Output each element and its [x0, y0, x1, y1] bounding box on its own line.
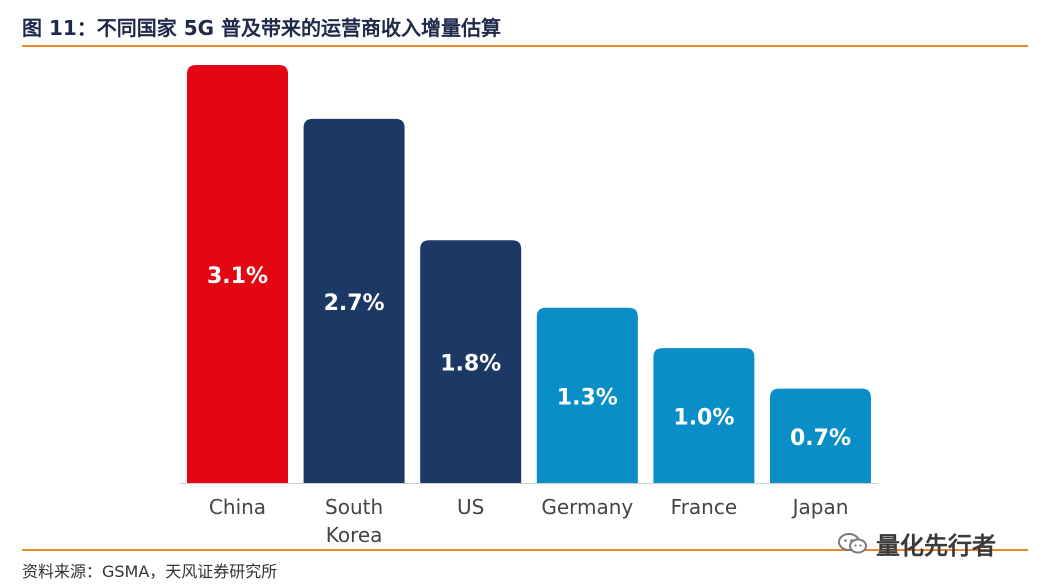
category-label: China [209, 495, 266, 519]
value-label: 3.1% [207, 264, 268, 289]
bar-us [420, 240, 522, 483]
category-label: Japan [791, 495, 849, 519]
category-label: South [325, 495, 383, 519]
category-label: US [457, 495, 484, 519]
category-label: France [671, 495, 738, 519]
value-label: 1.0% [673, 406, 734, 431]
watermark-text: 量化先行者 [876, 532, 996, 560]
bar-japan [770, 388, 871, 483]
bar-china [187, 65, 288, 483]
chart-title: 图 11：不同国家 5G 普及带来的运营商收入增量估算 [22, 16, 502, 40]
bottom-divider [22, 549, 1028, 551]
bar-germany [536, 307, 638, 483]
value-label: 1.3% [557, 385, 618, 410]
category-label: Korea [326, 523, 383, 547]
top-divider [22, 45, 1028, 47]
bar-france [653, 348, 755, 483]
value-label: 2.7% [324, 291, 385, 316]
bar-south-korea [303, 118, 405, 483]
watermark: 量化先行者 [838, 526, 996, 561]
source-note: 资料来源：GSMA，天风证券研究所 [22, 562, 278, 581]
category-label: Germany [541, 495, 633, 519]
value-label: 0.7% [790, 426, 851, 451]
wechat-icon [838, 532, 868, 556]
value-label: 1.8% [440, 352, 501, 377]
